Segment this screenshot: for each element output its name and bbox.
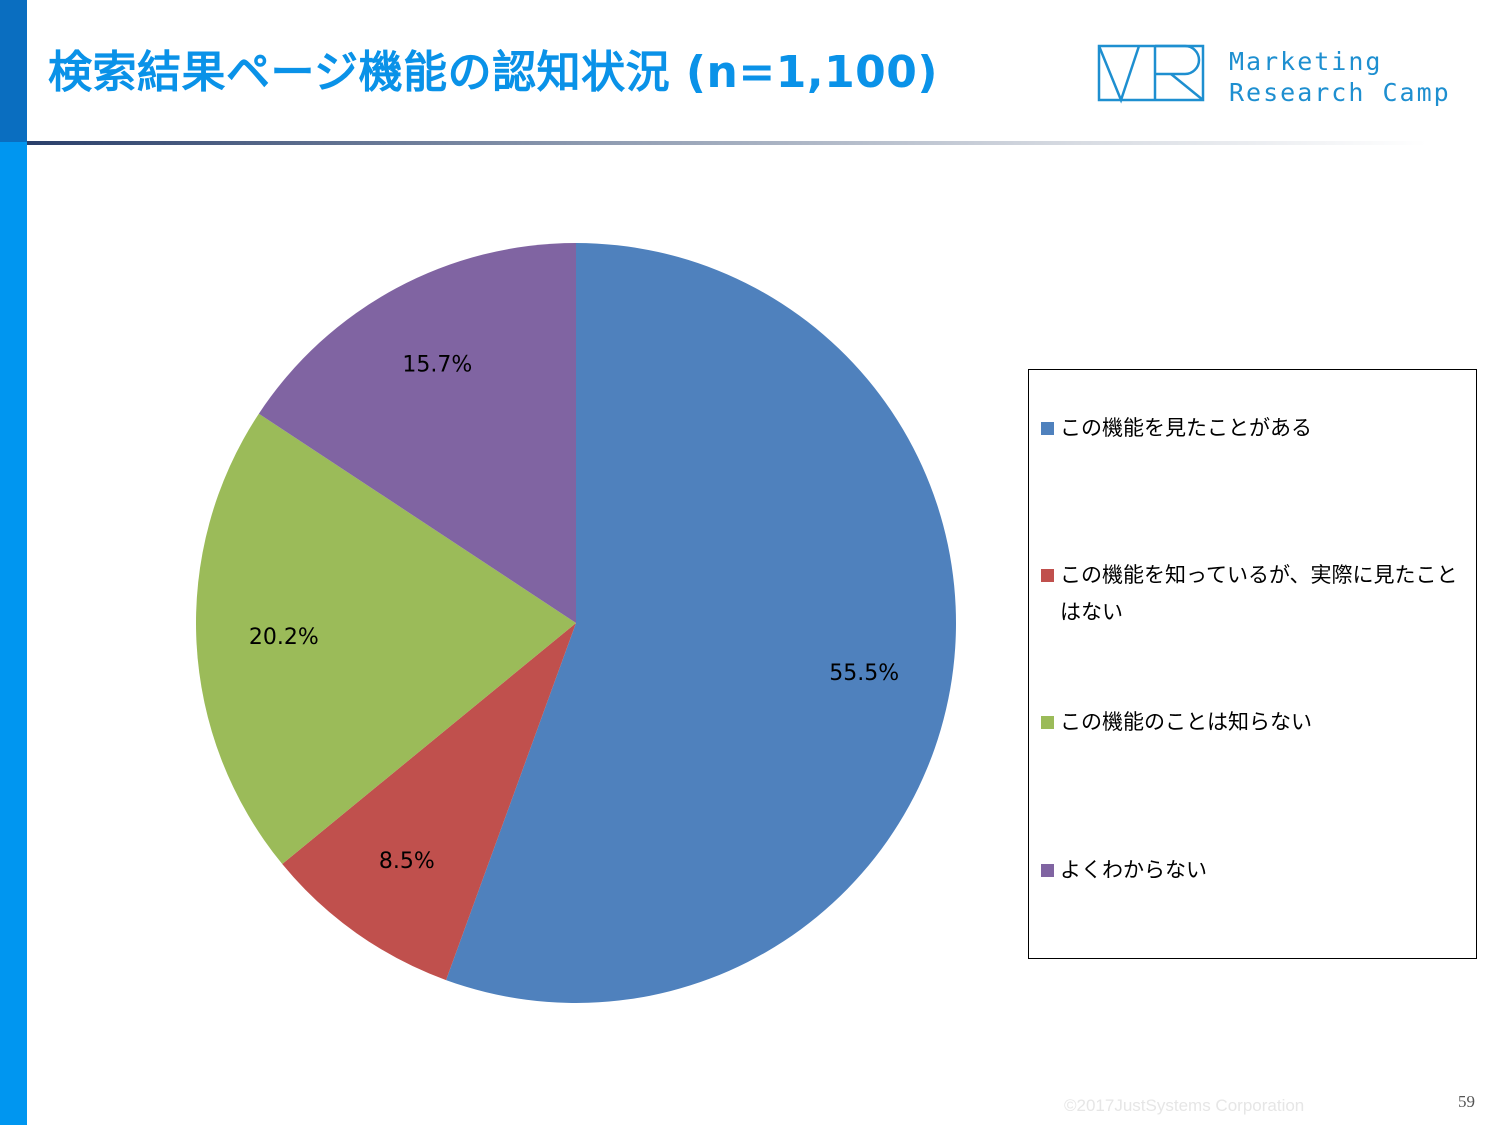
page-title: 検索結果ページ機能の認知状況 (n=1,100): [48, 47, 939, 98]
logo-wordmark: Marketing Research Camp: [1229, 46, 1451, 108]
sidebar-accent-top: [0, 0, 27, 142]
legend-swatch: [1041, 716, 1054, 729]
pie-slice: [282, 623, 576, 981]
pie-slice: [446, 243, 956, 1003]
mrc-logo-mark: [1097, 44, 1205, 104]
legend-swatch: [1041, 864, 1054, 877]
page-number: 59: [1458, 1092, 1475, 1111]
pie-slice: [196, 413, 576, 865]
copyright-notice: ©2017JustSystems Corporation: [1064, 1096, 1305, 1115]
title-divider: [27, 141, 1427, 145]
legend-swatch: [1041, 569, 1054, 582]
company-logo: Marketing Research Camp: [1097, 44, 1487, 114]
legend-label: よくわからない: [1060, 858, 1207, 882]
pie-slice: [258, 243, 576, 623]
slice-data-label: 15.7%: [402, 352, 472, 377]
slice-data-label: 55.5%: [829, 661, 899, 686]
chart-legend: この機能を見たことがある この機能を知っているが、実際に見たことはない この機能…: [1028, 369, 1477, 959]
legend-swatch: [1041, 422, 1054, 435]
slice-data-label: 20.2%: [249, 625, 319, 650]
legend-item: この機能を見たことがある: [1041, 410, 1471, 447]
legend-item: この機能のことは知らない: [1041, 704, 1471, 741]
slice-data-label: 8.5%: [379, 849, 435, 874]
legend-item: よくわからない: [1041, 852, 1471, 889]
legend-label: この機能のことは知らない: [1060, 710, 1312, 734]
logo-line-2: Research Camp: [1229, 78, 1451, 107]
legend-item: この機能を知っているが、実際に見たことはない: [1041, 557, 1471, 631]
pie-chart: 55.5% 8.5% 20.2% 15.7%: [196, 243, 956, 1003]
legend-label: この機能を見たことがある: [1060, 416, 1312, 440]
sidebar-accent: [0, 142, 27, 1125]
logo-line-1: Marketing: [1229, 47, 1383, 76]
legend-label: この機能を知っているが、実際に見たことはない: [1060, 563, 1458, 624]
